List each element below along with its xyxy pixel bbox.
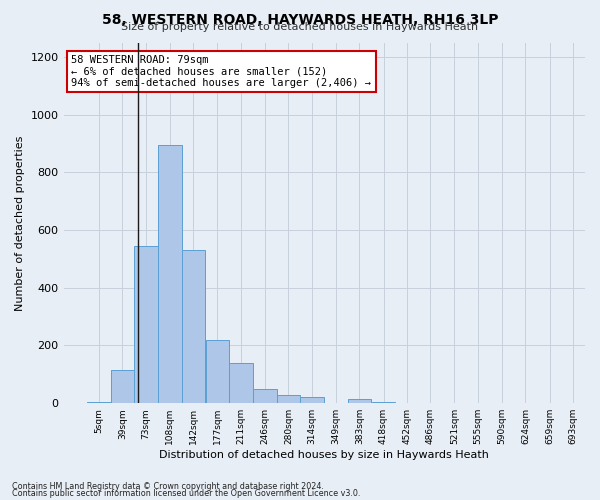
Bar — [229, 363, 253, 403]
Text: Contains public sector information licensed under the Open Government Licence v3: Contains public sector information licen… — [12, 490, 361, 498]
Bar — [372, 402, 395, 403]
Text: Size of property relative to detached houses in Haywards Heath: Size of property relative to detached ho… — [121, 22, 479, 32]
Bar — [300, 398, 323, 403]
Bar — [253, 389, 277, 403]
Bar — [158, 145, 182, 403]
Bar — [347, 399, 371, 403]
Y-axis label: Number of detached properties: Number of detached properties — [15, 135, 25, 310]
Bar — [277, 394, 300, 403]
Bar — [134, 246, 158, 403]
Bar — [182, 250, 205, 403]
X-axis label: Distribution of detached houses by size in Haywards Heath: Distribution of detached houses by size … — [160, 450, 489, 460]
Bar — [206, 340, 229, 403]
Bar — [87, 402, 110, 403]
Bar — [110, 370, 134, 403]
Text: 58, WESTERN ROAD, HAYWARDS HEATH, RH16 3LP: 58, WESTERN ROAD, HAYWARDS HEATH, RH16 3… — [102, 12, 498, 26]
Text: Contains HM Land Registry data © Crown copyright and database right 2024.: Contains HM Land Registry data © Crown c… — [12, 482, 324, 491]
Text: 58 WESTERN ROAD: 79sqm
← 6% of detached houses are smaller (152)
94% of semi-det: 58 WESTERN ROAD: 79sqm ← 6% of detached … — [71, 55, 371, 88]
